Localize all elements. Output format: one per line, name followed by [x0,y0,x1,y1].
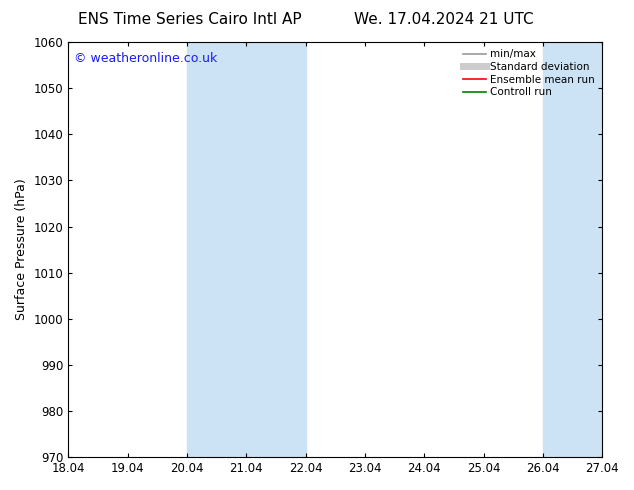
Legend: min/max, Standard deviation, Ensemble mean run, Controll run: min/max, Standard deviation, Ensemble me… [459,45,599,101]
Bar [543,42,602,457]
Bar [602,42,632,457]
Text: © weatheronline.co.uk: © weatheronline.co.uk [74,52,217,66]
Text: ENS Time Series Cairo Intl AP: ENS Time Series Cairo Intl AP [79,12,302,27]
Bar [246,42,306,457]
Y-axis label: Surface Pressure (hPa): Surface Pressure (hPa) [15,179,28,320]
Bar [187,42,246,457]
Text: We. 17.04.2024 21 UTC: We. 17.04.2024 21 UTC [354,12,534,27]
